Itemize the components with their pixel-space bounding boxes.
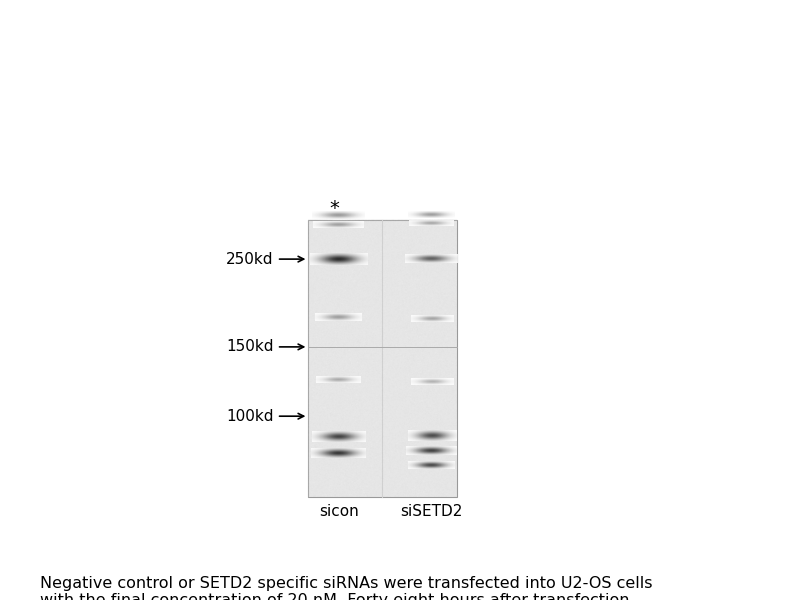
Text: 250kd: 250kd (226, 251, 274, 266)
Text: Negative control or SETD2 specific siRNAs were transfected into U2-OS cells
with: Negative control or SETD2 specific siRNA… (40, 576, 653, 600)
Text: *: * (330, 199, 339, 218)
Text: 150kd: 150kd (226, 340, 274, 355)
Bar (308, 220, 457, 497)
Text: 100kd: 100kd (226, 409, 274, 424)
Text: sicon: sicon (319, 504, 358, 519)
Text: siSETD2: siSETD2 (401, 504, 463, 519)
